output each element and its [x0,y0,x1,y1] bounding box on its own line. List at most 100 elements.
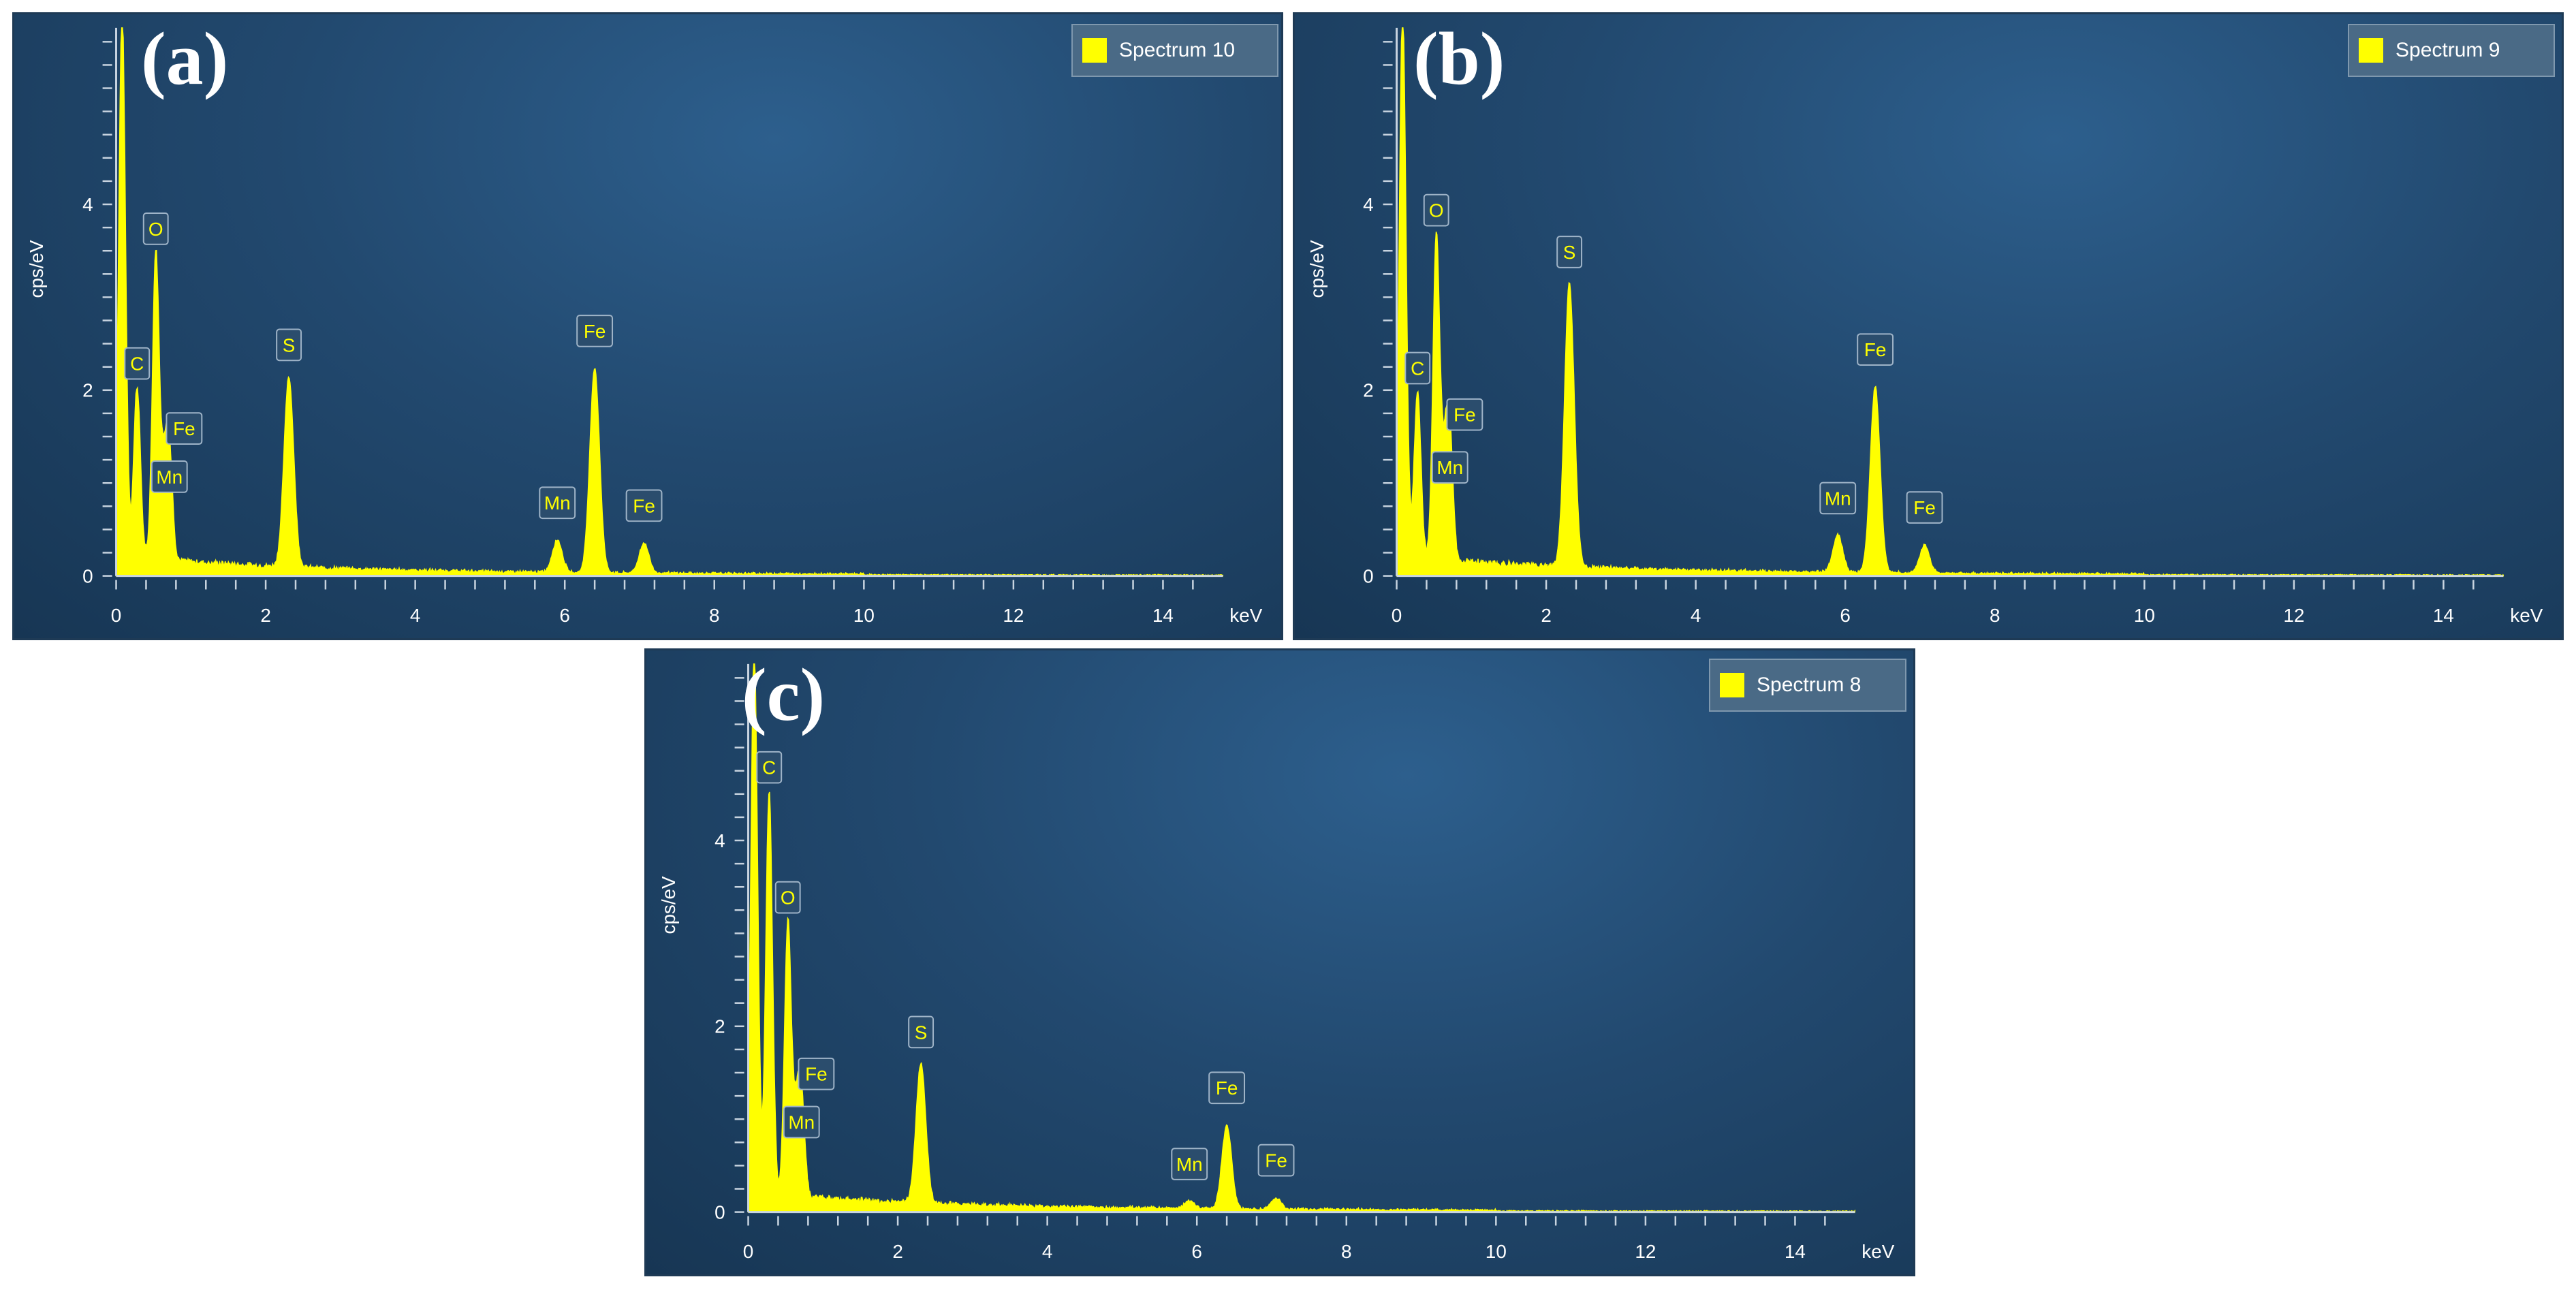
peak-label-text: Fe [633,495,655,516]
x-tick-label: 4 [410,605,421,626]
peak-label-box [1404,351,1431,385]
x-tick-label: 0 [1392,605,1402,626]
peak-label-box [142,212,169,245]
peak-label-box [1431,451,1468,484]
x-tick-label: 8 [1341,1241,1352,1262]
peak-label-s: S [908,1015,934,1049]
peak-label-box [1819,482,1857,515]
panel-label-b: (b) [1413,17,1505,100]
spectrum-chart-a: 0 2 4 6 8 10 12 14 0 2 4 keV cps/eV C O Mn Fe S Mn Fe Fe [26,27,1263,626]
peak-label-c: C [1404,351,1431,385]
x-tick-label: 8 [1990,605,2000,626]
y-axis-label: cps/eV [26,240,47,298]
peak-label-mn: Mn [783,1105,820,1139]
x-axis-label: keV [2510,605,2543,626]
peak-label-mn: Mn [1819,482,1857,515]
x-tick-label: 2 [260,605,271,626]
peak-label-text: S [915,1022,928,1043]
peak-label-fe: Fe [625,489,663,522]
peak-label-text: Mn [1176,1154,1203,1175]
peak-label-c: C [124,347,151,380]
legend-swatch-b [2359,38,2383,63]
peak-label-box [1556,236,1583,268]
peak-label-fe: Fe [1857,333,1894,366]
peak-label-text: Fe [173,418,195,439]
x-tick-label: 14 [1152,605,1174,626]
y-tick-label: 4 [82,194,93,215]
y-tick-label: 0 [82,566,93,587]
x-tick-label: 4 [1691,605,1701,626]
peak-label-box [1257,1144,1295,1177]
peak-label-text: Fe [1913,497,1936,518]
peak-label-box [1423,193,1449,227]
peak-label-box [783,1105,820,1139]
x-axis-label: keV [1229,605,1263,626]
x-tick-label: 14 [1785,1241,1806,1262]
peak-label-fe: Fe [576,315,614,347]
legend-label-c: Spectrum 8 [1757,674,1862,696]
peak-label-box [756,751,783,784]
peak-label-text: Fe [1216,1077,1238,1099]
panel-label-a: (a) [141,17,229,100]
spectrum-panel-a: 0 2 4 6 8 10 12 14 0 2 4 keV cps/eV C O Mn Fe S Mn Fe Fe (a)… [12,12,1283,640]
peak-label-fe: Fe [1446,398,1483,431]
legend-c: Spectrum 8 [1709,659,1906,712]
y-tick-label: 2 [1363,380,1374,401]
peak-label-box [166,412,203,445]
spectrum-panel-b: 0 2 4 6 8 10 12 14 0 2 4 keV cps/eV C O Mn Fe S Mn Fe Fe (b)… [1293,12,2564,640]
legend-swatch-c [1720,673,1744,697]
peak-label-fe: Fe [798,1057,835,1090]
peak-label-o: O [1423,193,1449,227]
peak-label-mn: Mn [1171,1148,1208,1180]
y-tick-label: 0 [714,1202,725,1223]
panel-label-c: (c) [742,653,826,736]
peak-label-box [1446,398,1483,431]
x-axis-label: keV [1862,1241,1895,1262]
peak-label-box [908,1015,934,1049]
peak-label-box [576,315,614,347]
peak-label-fe: Fe [1208,1071,1246,1105]
y-tick-label: 2 [82,380,93,401]
peak-label-s: S [1556,236,1583,268]
spectrum-chart-b: 0 2 4 6 8 10 12 14 0 2 4 keV cps/eV C O Mn Fe S Mn Fe Fe [1306,27,2543,626]
peak-label-text: Fe [1265,1150,1287,1171]
spectrum-chart-c: 0 2 4 6 8 10 12 14 0 2 4 keV cps/eV C O Mn Fe S Mn Fe Fe [658,663,1895,1262]
spectrum-area [1396,27,2504,577]
peak-label-text: C [762,757,776,778]
peak-label-text: Mn [788,1112,815,1133]
peak-label-o: O [774,881,801,914]
legend-label-b: Spectrum 9 [2396,39,2500,61]
x-tick-label: 14 [2433,605,2454,626]
peak-label-box [625,489,663,522]
x-tick-label: 0 [743,1241,754,1262]
peak-label-box [151,460,188,493]
x-tick-label: 6 [1191,1241,1202,1262]
x-tick-label: 6 [559,605,570,626]
peak-label-box [276,328,302,362]
peak-label-mn: Mn [539,486,576,520]
spectrum-area [115,27,1224,577]
peak-label-text: Mn [544,492,571,514]
peak-label-text: C [1411,358,1424,379]
peak-label-fe: Fe [1257,1144,1295,1177]
x-tick-label: 2 [1541,605,1552,626]
peak-label-text: O [148,219,163,240]
peak-label-text: S [1563,242,1576,263]
peak-label-box [1171,1148,1208,1180]
x-tick-label: 10 [1486,1241,1507,1262]
y-tick-label: 4 [1363,194,1374,215]
peak-label-mn: Mn [151,460,188,493]
peak-label-box [798,1057,835,1090]
peak-label-box [1906,491,1943,524]
legend-b: Spectrum 9 [2348,24,2555,77]
y-tick-label: 4 [714,830,725,851]
y-axis-label: cps/eV [658,876,679,934]
peak-label-text: S [283,334,296,356]
peak-label-text: Fe [1454,405,1476,426]
legend-a: Spectrum 10 [1071,24,1278,77]
peak-label-box [1208,1071,1246,1105]
peak-label-fe: Fe [1906,491,1943,524]
peak-label-o: O [142,212,169,245]
peak-label-box [124,347,151,380]
peak-label-text: Mn [1825,488,1851,509]
